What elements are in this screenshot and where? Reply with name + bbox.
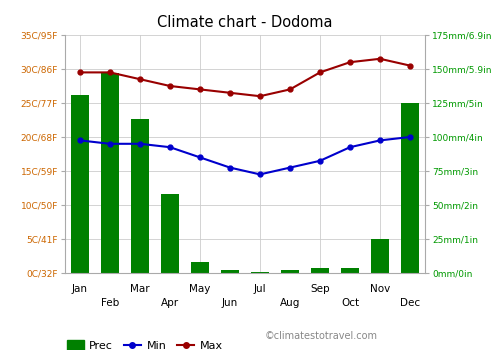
Bar xyxy=(71,95,89,273)
Bar xyxy=(401,103,419,273)
Text: Mar: Mar xyxy=(130,284,150,294)
Text: Aug: Aug xyxy=(280,298,300,308)
Title: Climate chart - Dodoma: Climate chart - Dodoma xyxy=(157,15,333,30)
Text: Jun: Jun xyxy=(222,298,238,308)
Bar xyxy=(251,272,269,273)
Text: Feb: Feb xyxy=(101,298,119,308)
Bar xyxy=(221,270,239,273)
Legend: Prec, Min, Max: Prec, Min, Max xyxy=(67,341,222,350)
Text: Sep: Sep xyxy=(310,284,330,294)
Bar xyxy=(341,267,359,273)
Bar xyxy=(101,73,119,273)
Bar xyxy=(311,267,329,273)
Text: Apr: Apr xyxy=(161,298,179,308)
Bar xyxy=(371,239,389,273)
Text: Dec: Dec xyxy=(400,298,420,308)
Text: May: May xyxy=(190,284,210,294)
Text: Oct: Oct xyxy=(341,298,359,308)
Bar xyxy=(131,119,149,273)
Text: Jan: Jan xyxy=(72,284,88,294)
Bar xyxy=(191,262,209,273)
Text: Nov: Nov xyxy=(370,284,390,294)
Bar xyxy=(281,270,299,273)
Bar xyxy=(161,194,179,273)
Text: ©climatestotravel.com: ©climatestotravel.com xyxy=(265,331,378,341)
Text: Jul: Jul xyxy=(254,284,266,294)
